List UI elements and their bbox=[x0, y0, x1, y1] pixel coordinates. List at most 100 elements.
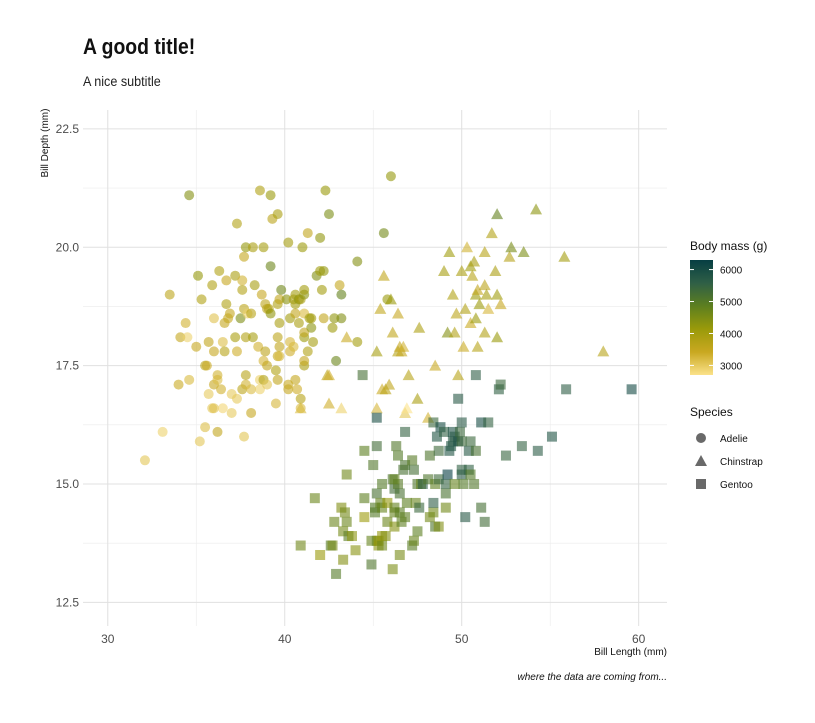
data-point-gentoo bbox=[387, 564, 398, 575]
data-point-adelie bbox=[212, 426, 223, 437]
data-point-adelie bbox=[221, 299, 232, 310]
data-point-gentoo bbox=[516, 441, 527, 452]
data-point-adelie bbox=[212, 370, 223, 381]
data-point-adelie bbox=[164, 289, 175, 300]
data-point-adelie bbox=[208, 403, 219, 414]
data-point-adelie bbox=[216, 384, 227, 395]
data-point-adelie bbox=[281, 294, 292, 305]
grid-lines bbox=[83, 110, 667, 626]
data-point-adelie bbox=[274, 351, 285, 362]
data-point-chinstrap bbox=[517, 246, 530, 258]
x-tick-label: 40 bbox=[278, 632, 292, 646]
data-point-adelie bbox=[246, 384, 257, 395]
data-point-adelie bbox=[203, 389, 214, 400]
data-point-chinstrap bbox=[468, 255, 481, 267]
data-point-adelie bbox=[194, 436, 205, 447]
data-point-adelie bbox=[320, 185, 331, 196]
data-point-gentoo bbox=[394, 488, 405, 499]
y-tick-label: 22.5 bbox=[56, 122, 80, 136]
data-point-gentoo bbox=[460, 512, 471, 523]
data-point-adelie bbox=[318, 265, 329, 276]
color-legend-label: 4000 bbox=[720, 329, 743, 340]
data-point-adelie bbox=[254, 185, 265, 196]
data-point-chinstrap bbox=[392, 307, 405, 319]
data-point-chinstrap bbox=[461, 241, 474, 253]
legend: Body mass (g) 3000 4000 5000 6000 Species A… bbox=[690, 239, 767, 491]
shape-legend-label-chinstrap: Chinstrap bbox=[720, 457, 763, 468]
data-point-adelie bbox=[306, 322, 317, 333]
data-point-gentoo bbox=[440, 502, 451, 513]
data-point-chinstrap bbox=[480, 288, 493, 300]
x-tick-label: 30 bbox=[101, 632, 115, 646]
data-point-adelie bbox=[352, 336, 363, 347]
data-point-adelie bbox=[336, 313, 347, 324]
shape-legend-key-chinstrap bbox=[695, 455, 707, 466]
data-point-adelie bbox=[180, 318, 191, 329]
data-point-gentoo bbox=[295, 540, 306, 551]
data-point-adelie bbox=[249, 280, 260, 291]
data-point-gentoo bbox=[470, 370, 481, 381]
data-point-adelie bbox=[217, 403, 228, 414]
data-point-gentoo bbox=[414, 502, 425, 513]
data-point-gentoo bbox=[382, 497, 393, 508]
data-point-gentoo bbox=[500, 450, 511, 461]
data-point-chinstrap bbox=[459, 302, 472, 314]
data-point-gentoo bbox=[350, 545, 361, 556]
data-point-gentoo bbox=[449, 478, 460, 489]
data-point-gentoo bbox=[359, 512, 370, 523]
color-legend-label: 3000 bbox=[720, 361, 743, 372]
data-point-gentoo bbox=[338, 526, 349, 537]
data-point-gentoo bbox=[366, 559, 377, 570]
data-point-chinstrap bbox=[411, 392, 424, 404]
data-point-gentoo bbox=[408, 535, 419, 546]
data-point-adelie bbox=[200, 422, 211, 433]
data-point-chinstrap bbox=[471, 340, 484, 352]
data-point-adelie bbox=[316, 284, 327, 295]
shape-legend-label-adelie: Adelie bbox=[720, 434, 748, 445]
color-legend-label: 5000 bbox=[720, 298, 743, 309]
data-point-gentoo bbox=[357, 370, 368, 381]
data-point-adelie bbox=[239, 431, 250, 442]
data-point-gentoo bbox=[377, 540, 388, 551]
data-point-gentoo bbox=[371, 441, 382, 452]
data-point-chinstrap bbox=[370, 345, 383, 357]
data-point-adelie bbox=[214, 265, 225, 276]
data-point-gentoo bbox=[380, 531, 391, 542]
data-point-adelie bbox=[265, 261, 276, 272]
data-point-adelie bbox=[193, 270, 204, 281]
data-point-chinstrap bbox=[452, 369, 465, 381]
data-point-adelie bbox=[191, 341, 202, 352]
data-point-gentoo bbox=[400, 512, 411, 523]
data-point-adelie bbox=[226, 407, 237, 418]
data-point-gentoo bbox=[483, 417, 494, 428]
data-point-adelie bbox=[272, 209, 283, 220]
data-point-chinstrap bbox=[335, 402, 348, 414]
data-point-gentoo bbox=[465, 469, 476, 480]
data-point-adelie bbox=[318, 313, 329, 324]
data-point-gentoo bbox=[339, 507, 350, 518]
data-point-adelie bbox=[184, 374, 195, 385]
data-point-gentoo bbox=[470, 445, 481, 456]
data-point-gentoo bbox=[423, 474, 434, 485]
data-point-chinstrap bbox=[429, 359, 442, 371]
data-point-adelie bbox=[207, 280, 218, 291]
data-point-adelie bbox=[334, 280, 345, 291]
data-point-chinstrap bbox=[466, 269, 479, 281]
data-point-chinstrap bbox=[413, 321, 426, 333]
data-point-adelie bbox=[274, 318, 285, 329]
data-point-chinstrap bbox=[397, 340, 410, 352]
data-point-gentoo bbox=[433, 474, 444, 485]
data-point-chinstrap bbox=[402, 369, 415, 381]
data-point-adelie bbox=[299, 327, 310, 338]
data-point-chinstrap bbox=[294, 402, 307, 414]
data-point-gentoo bbox=[315, 549, 326, 560]
data-point-adelie bbox=[217, 336, 228, 347]
data-point-chinstrap bbox=[340, 331, 353, 343]
data-point-gentoo bbox=[431, 431, 442, 442]
data-point-gentoo bbox=[440, 488, 451, 499]
data-point-gentoo bbox=[377, 502, 388, 513]
data-point-gentoo bbox=[465, 436, 476, 447]
data-point-adelie bbox=[272, 332, 283, 343]
data-point-gentoo bbox=[389, 474, 400, 485]
